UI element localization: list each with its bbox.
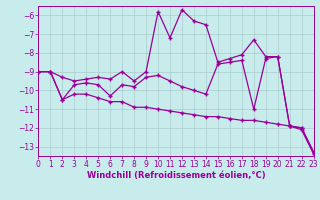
X-axis label: Windchill (Refroidissement éolien,°C): Windchill (Refroidissement éolien,°C): [87, 171, 265, 180]
